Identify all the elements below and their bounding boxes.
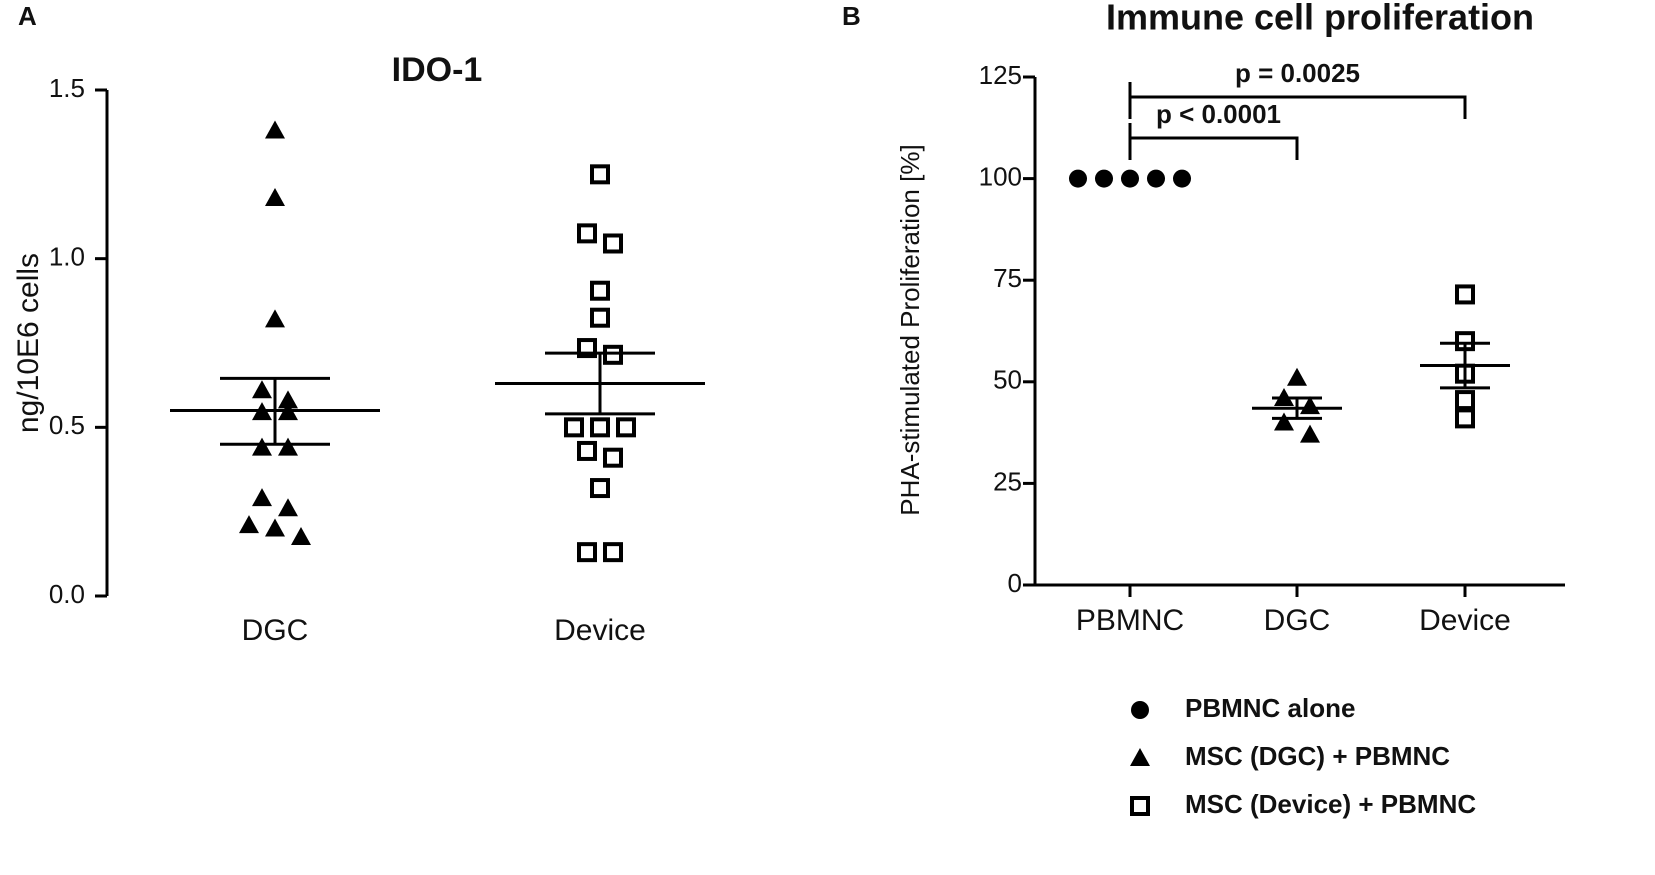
dot [1130,796,1150,816]
dot [603,447,623,468]
y-tick-label: 75 [993,263,1022,293]
y-tick-label: 25 [993,466,1022,496]
dot [590,280,610,301]
dot [603,233,623,254]
dot [577,338,597,359]
dot [1173,169,1191,188]
y-tick-label: 125 [979,60,1022,90]
y-tick-label: 0.5 [49,410,85,440]
dot [1274,412,1294,431]
panel-label: A [18,1,37,31]
dot [1095,169,1113,188]
dot [252,380,272,399]
x-tick-label: Device [554,614,646,647]
bracket [1128,82,1467,119]
dot [577,223,597,244]
dot [1300,424,1320,443]
y-axis-label: ng/10E6 cells [12,253,45,433]
dot [252,437,272,456]
p-value: p < 0.0001 [1156,99,1281,129]
bracket [1128,123,1299,160]
legend-label: MSC (DGC) + PBMNC [1185,741,1450,771]
dot [603,542,623,563]
p-value: p = 0.0025 [1235,58,1360,88]
x-tick-label: DGC [1264,604,1331,637]
y-tick-label: 1.0 [49,242,85,272]
y-tick-label: 100 [979,161,1022,191]
dot [1455,390,1475,411]
dot [577,542,597,563]
dot [278,390,298,409]
dot [265,187,285,206]
y-tick-label: 0.0 [49,579,85,609]
y-tick-label: 0 [1008,568,1022,598]
dot [1455,284,1475,305]
legend-label: PBMNC alone [1185,693,1355,723]
dot [265,120,285,139]
legend-label: MSC (Device) + PBMNC [1185,789,1476,819]
dot [603,344,623,365]
dot [1131,701,1149,719]
x-tick-label: DGC [242,614,309,647]
y-tick-label: 1.5 [49,73,85,103]
chart-title: IDO-1 [392,51,483,89]
dot [1069,169,1087,188]
dot [1455,408,1475,429]
dot [590,417,610,438]
dot [291,526,311,545]
dot [278,498,298,517]
y-axis-label: PHA-stimulated Proliferation [%] [895,144,925,515]
dot [1287,367,1307,386]
dot [265,518,285,537]
dot [590,164,610,185]
chart-title: Immune cell proliferation [1106,0,1534,38]
panel-label: B [842,1,861,31]
dot [265,309,285,328]
dot [1147,169,1165,188]
dot [590,307,610,328]
dot [616,417,636,438]
x-tick-label: Device [1419,604,1511,637]
dot [590,478,610,499]
dot [239,515,259,534]
dot [252,488,272,507]
dot [564,417,584,438]
dot [577,440,597,461]
dot [278,437,298,456]
x-tick-label: PBMNC [1076,604,1184,637]
dot [1121,169,1139,188]
y-tick-label: 50 [993,365,1022,395]
dot [1130,748,1150,766]
